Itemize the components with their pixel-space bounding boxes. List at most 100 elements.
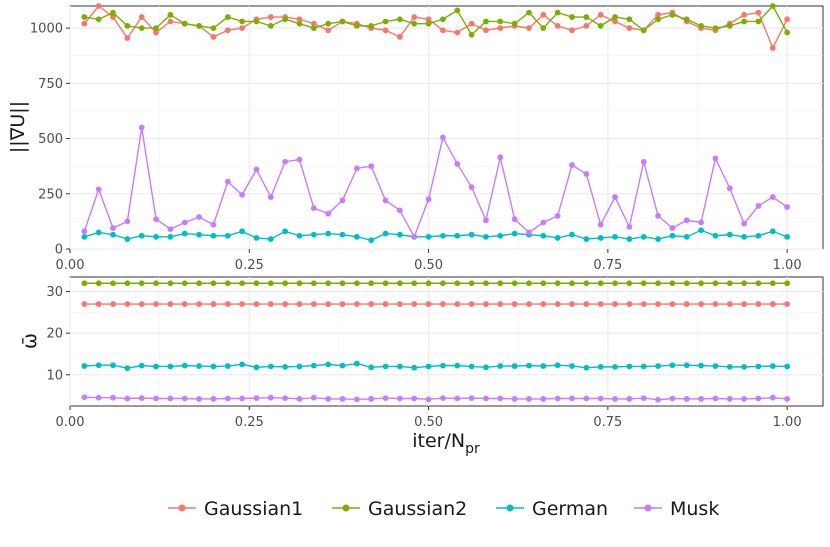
- omega-point-gaussian2: [440, 280, 446, 287]
- gradient-norm-point-gaussian2: [138, 25, 145, 31]
- gradient-norm-point-gaussian2: [210, 25, 217, 31]
- gradient-norm-point-german: [569, 231, 575, 238]
- omega-y-tick-label: 20: [46, 327, 63, 342]
- gradient-norm-point-german: [282, 228, 289, 235]
- gradient-norm-point-german: [784, 233, 791, 240]
- gradient-norm-point-german: [511, 230, 518, 237]
- gradient-norm-point-musk: [784, 204, 791, 210]
- omega-point-musk: [339, 396, 346, 402]
- omega-point-gaussian2: [181, 280, 188, 287]
- gradient-norm-point-musk: [626, 224, 633, 230]
- omega-series: [81, 280, 791, 403]
- gradient-norm-point-german: [382, 230, 389, 237]
- omega-point-gaussian1: [683, 301, 690, 307]
- gradient-norm-point-gaussian2: [95, 16, 102, 23]
- omega-point-german: [267, 363, 274, 370]
- omega-point-german: [368, 364, 375, 371]
- gradient-norm-y-tick-label: 0: [55, 243, 63, 258]
- gradient-norm-point-german: [741, 233, 748, 240]
- omega-point-gaussian1: [425, 301, 432, 307]
- omega-point-german: [81, 363, 88, 369]
- gradient-norm-point-gaussian1: [396, 34, 403, 40]
- omega-point-gaussian2: [655, 280, 661, 287]
- gradient-norm-point-german: [454, 232, 461, 239]
- omega-point-musk: [669, 395, 676, 402]
- omega-point-gaussian2: [310, 280, 317, 287]
- omega-point-gaussian1: [310, 301, 317, 307]
- omega-point-gaussian1: [741, 301, 748, 307]
- gradient-norm-point-gaussian1: [138, 14, 145, 20]
- legend-entry-german: German: [496, 498, 608, 520]
- omega-point-gaussian2: [626, 280, 633, 287]
- omega-y-tick-labels: 10 20 30: [46, 285, 70, 383]
- gradient-norm-point-musk: [583, 170, 590, 177]
- omega-point-german: [210, 363, 217, 370]
- omega-point-gaussian2: [210, 280, 217, 287]
- omega-point-german: [655, 363, 661, 369]
- omega-x-tick-label: 0.50: [414, 415, 443, 430]
- omega-point-gaussian2: [526, 280, 532, 287]
- gradient-norm-point-musk: [267, 194, 274, 200]
- gradient-norm-point-german: [612, 233, 618, 240]
- omega-point-gaussian2: [224, 280, 231, 287]
- gradient-norm-point-gaussian1: [741, 11, 748, 18]
- gradient-norm-point-gaussian2: [296, 20, 303, 27]
- omega-point-gaussian2: [741, 280, 748, 287]
- gradient-norm-point-gaussian2: [110, 9, 116, 16]
- omega-point-gaussian1: [655, 301, 661, 307]
- gradient-norm-point-gaussian2: [167, 11, 174, 18]
- omega-point-german: [726, 363, 733, 370]
- gradient-norm-point-gaussian2: [425, 20, 432, 27]
- gradient-norm-point-musk: [669, 225, 676, 231]
- omega-y-tick-label: 30: [46, 285, 63, 300]
- gradient-norm-point-gaussian2: [583, 14, 590, 20]
- omega-point-german: [339, 362, 346, 369]
- omega-point-german: [181, 362, 188, 369]
- gradient-norm-point-german: [210, 232, 217, 239]
- omega-point-musk: [382, 395, 389, 401]
- omega-point-musk: [655, 396, 661, 403]
- omega-point-gaussian1: [325, 301, 332, 307]
- gradient-norm-point-gaussian2: [626, 16, 633, 23]
- omega-series-german: [81, 360, 791, 372]
- omega-point-musk: [310, 394, 317, 401]
- gradient-norm-point-german: [368, 237, 375, 244]
- gradient-norm-point-gaussian1: [526, 25, 532, 31]
- gradient-norm-point-gaussian2: [411, 20, 418, 27]
- gradient-norm-point-gaussian2: [511, 20, 518, 27]
- gradient-norm-point-gaussian2: [569, 14, 575, 20]
- omega-point-musk: [784, 396, 791, 402]
- gradient-norm-point-gaussian1: [411, 14, 418, 20]
- gradient-norm-point-gaussian2: [540, 25, 547, 31]
- omega-point-german: [769, 363, 776, 369]
- gradient-norm-point-german: [497, 232, 504, 239]
- gradient-norm-point-gaussian1: [784, 16, 791, 23]
- omega-point-gaussian2: [339, 280, 346, 287]
- gradient-norm-point-gaussian2: [526, 9, 532, 16]
- gradient-norm-point-musk: [95, 186, 102, 193]
- omega-point-gaussian2: [239, 280, 246, 287]
- gradient-norm-point-musk: [612, 194, 618, 200]
- omega-point-german: [224, 363, 231, 369]
- gradient-norm-point-gaussian1: [569, 27, 575, 34]
- omega-point-german: [583, 364, 590, 371]
- omega-point-gaussian1: [497, 301, 504, 307]
- omega-point-gaussian1: [597, 301, 604, 307]
- omega-point-gaussian1: [569, 301, 575, 307]
- gradient-norm-point-musk: [554, 212, 561, 219]
- gradient-norm-point-german: [640, 233, 647, 240]
- omega-point-gaussian1: [181, 301, 188, 307]
- legend-key-dot-musk: [644, 504, 652, 512]
- legend: Gaussian1 Gaussian2 German Musk: [168, 498, 719, 520]
- omega-point-gaussian1: [267, 301, 274, 307]
- omega-point-gaussian2: [167, 280, 174, 287]
- omega-x-tick-label: 0.75: [593, 415, 622, 430]
- gradient-norm-point-german: [181, 230, 188, 237]
- gradient-norm-point-gaussian1: [382, 27, 389, 34]
- omega-point-german: [468, 363, 475, 370]
- omega-point-musk: [726, 396, 733, 402]
- gradient-norm-point-musk: [210, 221, 217, 228]
- omega-point-german: [454, 362, 461, 369]
- gradient-norm-point-gaussian1: [597, 11, 604, 18]
- omega-point-musk: [712, 395, 719, 402]
